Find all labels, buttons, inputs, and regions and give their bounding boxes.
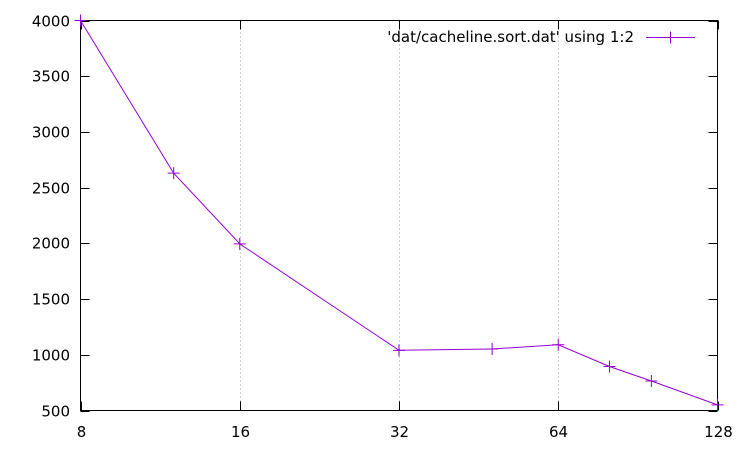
x-tick-label: 32 xyxy=(390,423,409,441)
data-point xyxy=(711,398,724,411)
x-tick-label: 16 xyxy=(231,423,250,441)
data-point xyxy=(74,14,87,27)
data-point xyxy=(552,338,565,351)
y-tick-label: 500 xyxy=(41,403,70,421)
x-tick-label: 8 xyxy=(77,423,87,441)
y-tick-label: 1500 xyxy=(32,291,70,309)
data-point xyxy=(645,374,658,387)
y-tick-label: 2000 xyxy=(32,235,70,253)
y-tick-label: 1000 xyxy=(32,347,70,365)
y-tick-label: 3000 xyxy=(32,124,70,142)
data-point xyxy=(486,342,499,355)
y-tick-label: 4000 xyxy=(32,13,70,31)
legend-marker-sample xyxy=(664,31,677,44)
y-tick-label: 3500 xyxy=(32,68,70,86)
data-point xyxy=(603,360,616,373)
data-point xyxy=(393,344,405,357)
data-point xyxy=(233,237,246,250)
data-point xyxy=(167,167,180,180)
legend-label: 'dat/cacheline.sort.dat' using 1:2 xyxy=(387,28,634,46)
axis-ticks: 8 16 32 64 128 500 1000 1500 2000 2500 3000 3500 400… xyxy=(32,13,733,442)
y-tick-label: 2500 xyxy=(32,180,70,198)
x-tick-label: 64 xyxy=(549,423,568,441)
x-tick-label: 128 xyxy=(704,423,733,441)
legend: 'dat/cacheline.sort.dat' using 1:2 xyxy=(387,28,695,46)
series-group xyxy=(74,14,724,411)
